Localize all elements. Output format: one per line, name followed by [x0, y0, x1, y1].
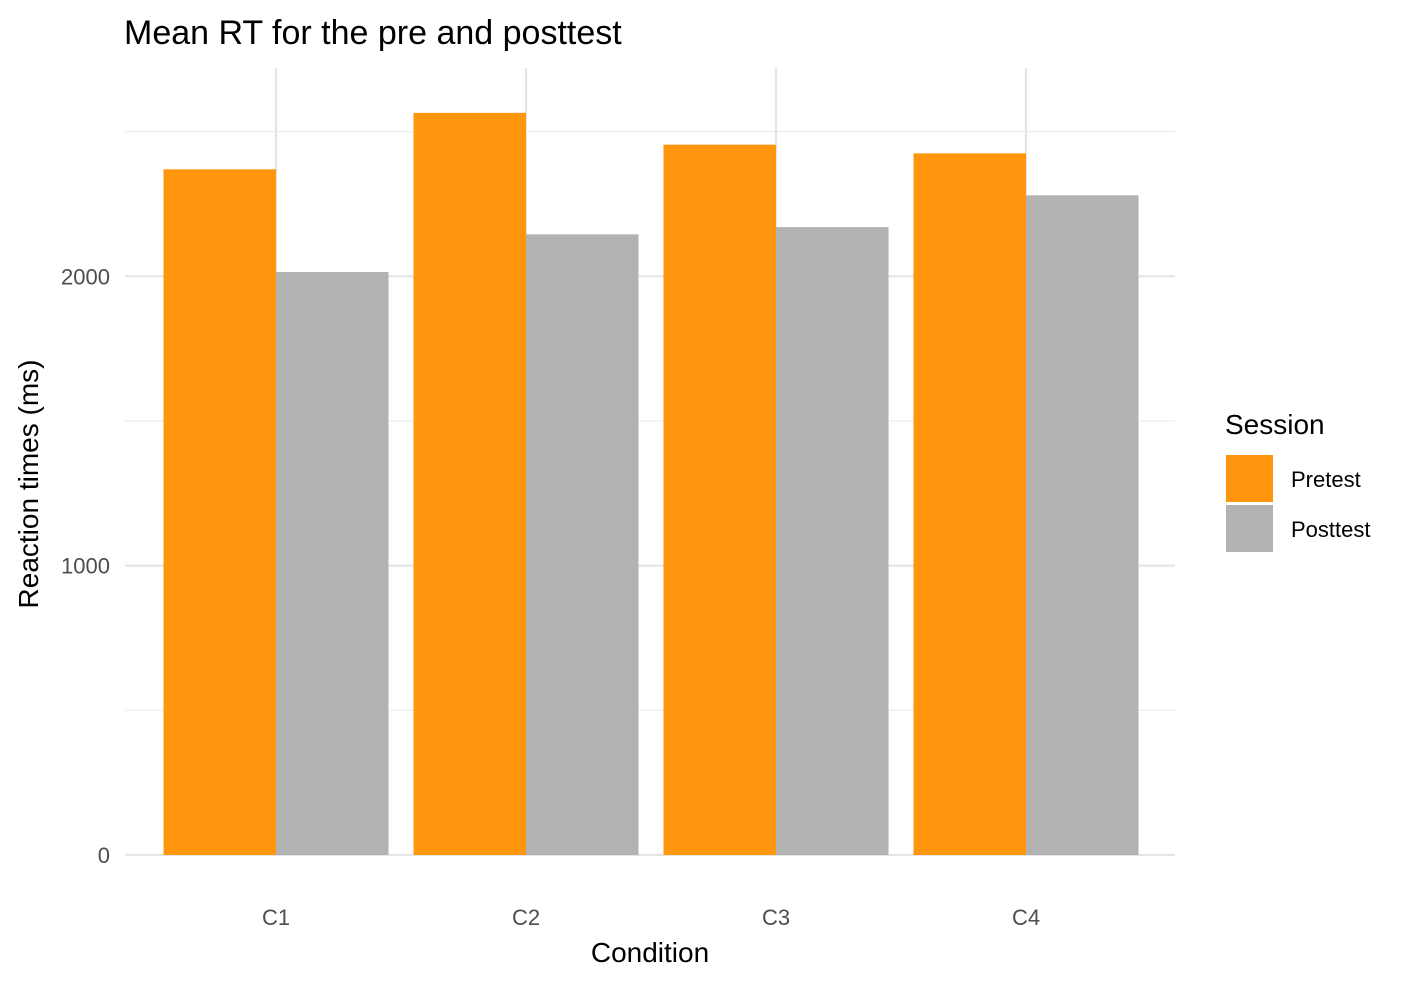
chart-title: Mean RT for the pre and posttest — [124, 14, 622, 52]
x-tick-label: C4 — [1012, 905, 1040, 930]
y-tick-label: 0 — [98, 843, 110, 868]
legend-swatch-posttest — [1226, 505, 1273, 552]
x-tick-label: C2 — [512, 905, 540, 930]
bar-pretest-c3 — [663, 144, 776, 856]
legend-swatch-pretest — [1226, 455, 1273, 502]
bar-posttest-c4 — [1026, 195, 1139, 855]
y-tick-label: 1000 — [61, 554, 110, 579]
bar-pretest-c1 — [163, 169, 276, 856]
bar-posttest-c2 — [526, 234, 639, 855]
bar-pretest-c2 — [413, 112, 526, 856]
bar-posttest-c3 — [776, 227, 889, 855]
y-tick-label: 2000 — [61, 264, 110, 289]
legend-title: Session — [1225, 409, 1325, 440]
y-axis-ticks: 0 1000 2000 — [61, 264, 110, 868]
x-axis-ticks: C1 C2 C3 C4 — [262, 905, 1040, 930]
x-tick-label: C1 — [262, 905, 290, 930]
y-axis-title: Reaction times (ms) — [13, 360, 44, 609]
bar-posttest-c1 — [276, 271, 389, 855]
x-axis-title: Condition — [591, 937, 709, 968]
bar-pretest-c4 — [913, 153, 1026, 855]
legend-label-posttest: Posttest — [1291, 517, 1370, 542]
legend: Session Pretest Posttest — [1225, 409, 1370, 552]
legend-label-pretest: Pretest — [1291, 467, 1361, 492]
x-tick-label: C3 — [762, 905, 790, 930]
bars — [163, 112, 1139, 856]
